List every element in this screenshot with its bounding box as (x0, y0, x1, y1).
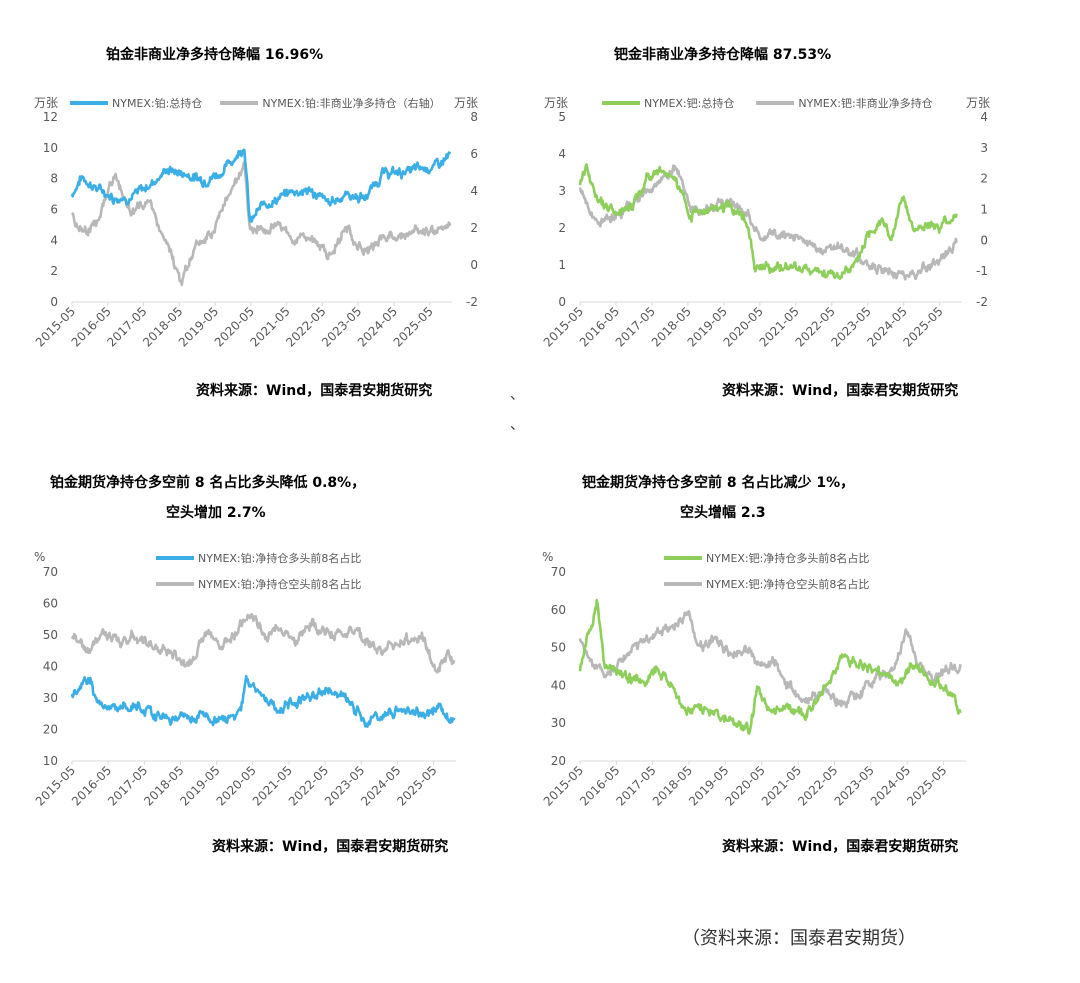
y-tick-label-right: 3 (980, 141, 988, 155)
y-tick-label-left: 8 (50, 172, 58, 186)
y-tick-label-left: 2 (558, 221, 566, 235)
y-tick-label-right: 0 (470, 258, 478, 272)
x-tick-label: 2025-05 (904, 763, 949, 808)
unit-left-palladium-top8: % (542, 550, 554, 564)
legend-swatch-short (664, 582, 702, 586)
series-line (578, 163, 958, 281)
legend-label-short: NYMEX:钯:净持仓空头前8名占比 (706, 578, 870, 591)
y-tick-label-left: 4 (558, 147, 566, 161)
chart-title-platinum: 铂金非商业净多持仓降幅 16.96% (106, 47, 324, 63)
y-tick-label-right: -1 (976, 264, 988, 278)
y-tick-label-left: 50 (43, 628, 58, 642)
y-tick-label-left: 70 (43, 565, 58, 579)
legend-swatch-long (664, 556, 702, 560)
y-tick-label-left: 0 (558, 295, 566, 309)
x-tick-label: 2025-05 (900, 304, 945, 349)
legend-palladium-top8-long: NYMEX:钯:净持仓多头前8名占比 (664, 550, 869, 566)
y-tick-label-left: 40 (43, 660, 58, 674)
y-tick-label-right: 6 (470, 147, 478, 161)
legend-platinum-top8-long: NYMEX:铂:净持仓多头前8名占比 (156, 550, 361, 566)
y-tick-label-left: 60 (43, 597, 58, 611)
series-line (70, 612, 456, 674)
series-line (71, 160, 452, 287)
y-tick-label-left: 30 (551, 716, 566, 730)
y-tick-label-left: 20 (43, 723, 58, 737)
y-tick-label-left: 1 (558, 258, 566, 272)
series-line (70, 674, 456, 728)
legend-swatch-net (220, 101, 259, 105)
unit-left-palladium: 万张 (544, 96, 569, 110)
legend-swatch-long (156, 556, 194, 560)
legend-swatch-total (70, 101, 108, 105)
y-tick-label-right: 4 (980, 110, 988, 124)
y-tick-label-right: 0 (980, 233, 988, 247)
legend-palladium-top8-short: NYMEX:钯:净持仓空头前8名占比 (664, 576, 869, 592)
y-tick-label-left: 5 (558, 110, 566, 124)
legend-swatch-total (602, 101, 640, 105)
unit-right-palladium: 万张 (966, 96, 991, 110)
unit-left-platinum: 万张 (34, 96, 59, 110)
y-tick-label-left: 70 (551, 565, 566, 579)
legend-label-net: NYMEX:钯:非商业净多持仓 (798, 97, 933, 110)
footer-source: （资料来源：国泰君安期货） (682, 928, 916, 949)
unit-right-platinum: 万张 (454, 96, 479, 110)
legend-label-short: NYMEX:铂:净持仓空头前8名占比 (198, 578, 362, 591)
legend-label-total: NYMEX:钯:总持仓 (644, 97, 735, 110)
legend-swatch-short (156, 582, 194, 586)
legend-swatch-net (756, 101, 795, 105)
legend-label-long: NYMEX:钯:净持仓多头前8名占比 (706, 552, 870, 565)
y-tick-label-right: 4 (470, 184, 478, 198)
chart-title-palladium-top8-line1: 钯金期货净持仓多空前 8 名占比减少 1%， (582, 475, 855, 491)
source-platinum-top8: 资料来源：Wind，国泰君安期货研究 (212, 839, 449, 855)
chart-title-palladium-top8-line2: 空头增幅 2.3 (680, 505, 766, 521)
y-tick-label-left: 30 (43, 691, 58, 705)
source-palladium-top8: 资料来源：Wind，国泰君安期货研究 (722, 839, 959, 855)
y-tick-label-left: 20 (551, 754, 566, 768)
y-tick-label-left: 0 (50, 295, 58, 309)
y-tick-label-right: -2 (976, 295, 988, 309)
y-tick-label-left: 40 (551, 678, 566, 692)
y-tick-label-left: 3 (558, 184, 566, 198)
y-tick-label-left: 2 (50, 264, 58, 278)
source-palladium: 资料来源：Wind，国泰君安期货研究 (722, 383, 959, 399)
series-line (578, 609, 962, 709)
y-tick-label-left: 10 (43, 141, 58, 155)
stray-mark: 、 (510, 417, 524, 433)
legend-platinum: NYMEX:铂:总持仓 NYMEX:铂:非商业净多持仓（右轴） (70, 95, 441, 111)
legend-platinum-top8-short: NYMEX:铂:净持仓空头前8名占比 (156, 576, 361, 592)
x-tick-label: 2025-05 (391, 304, 436, 349)
stray-mark: 、 (510, 387, 524, 403)
legend-label-total: NYMEX:铂:总持仓 (112, 97, 203, 110)
legend-label-long: NYMEX:铂:净持仓多头前8名占比 (198, 552, 362, 565)
y-tick-label-right: 2 (980, 172, 988, 186)
y-tick-label-right: 1 (980, 203, 988, 217)
y-tick-label-left: 10 (43, 754, 58, 768)
legend-label-net: NYMEX:铂:非商业净多持仓（右轴） (262, 97, 441, 110)
y-tick-label-left: 4 (50, 233, 58, 247)
x-tick-label: 2025-05 (394, 763, 439, 808)
y-tick-label-right: -2 (466, 295, 478, 309)
chart-title-platinum-top8-line1: 铂金期货净持仓多空前 8 名占比多头降低 0.8%， (50, 475, 366, 491)
legend-palladium: NYMEX:钯:总持仓 NYMEX:钯:非商业净多持仓 (602, 95, 933, 111)
y-tick-label-right: 8 (470, 110, 478, 124)
y-tick-label-right: 2 (470, 221, 478, 235)
series-line (70, 148, 452, 223)
chart-title-platinum-top8-line2: 空头增加 2.7% (166, 505, 266, 521)
series-line (578, 164, 958, 281)
series-line (578, 598, 962, 735)
y-tick-label-left: 6 (50, 203, 58, 217)
y-tick-label-left: 60 (551, 603, 566, 617)
chart-title-palladium: 钯金非商业净多持仓降幅 87.53% (614, 47, 832, 63)
unit-left-platinum-top8: % (34, 550, 46, 564)
y-tick-label-left: 12 (43, 110, 58, 124)
y-tick-label-left: 50 (551, 641, 566, 655)
source-platinum: 资料来源：Wind，国泰君安期货研究 (196, 383, 433, 399)
